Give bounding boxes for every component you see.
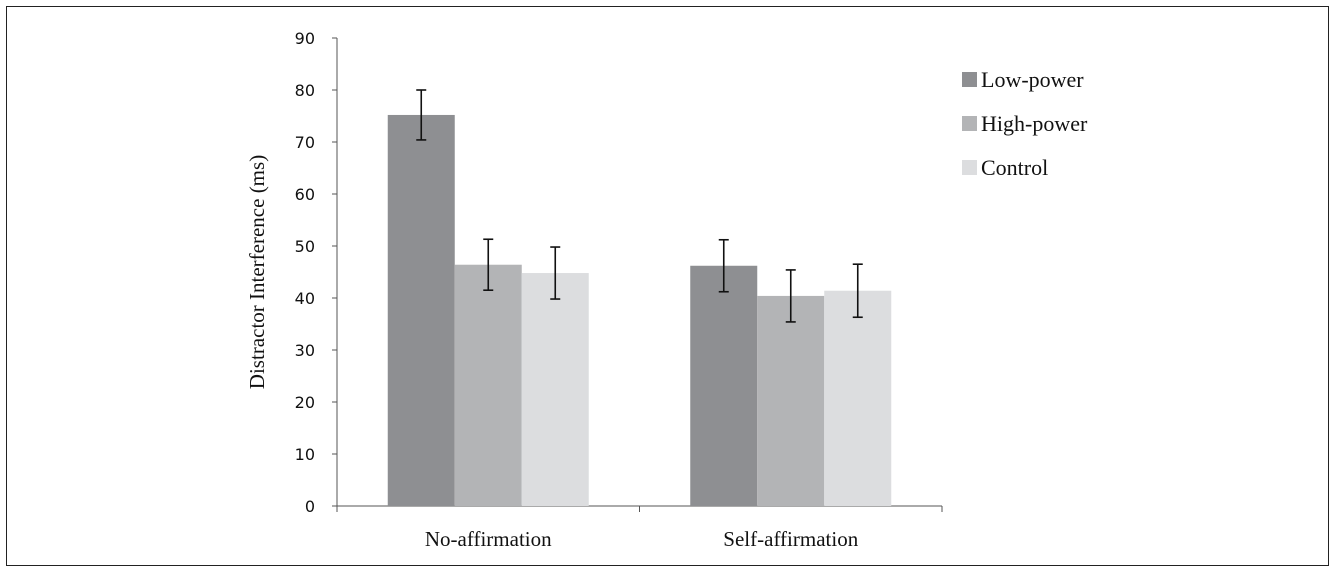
bar-low-power-2: [690, 265, 758, 506]
bar-high-power-1: [454, 264, 522, 506]
legend-swatch-high-power: [962, 116, 977, 131]
y-tick-label: 70: [295, 133, 315, 152]
legend-swatch-low-power: [962, 72, 977, 87]
bar-high-power-2: [757, 295, 825, 506]
y-tick-label: 50: [295, 237, 315, 256]
y-tick-label: 80: [295, 81, 315, 100]
bar-low-power-1: [387, 114, 455, 507]
y-tick-label: 10: [295, 445, 315, 464]
y-tick-label: 90: [295, 29, 315, 48]
y-tick-label: 30: [295, 341, 315, 360]
y-axis-label: Distractor Interference (ms): [245, 155, 269, 389]
error-bars: [416, 89, 863, 323]
legend-swatch-control: [962, 160, 977, 175]
y-tick-label: 20: [295, 393, 315, 412]
legend-label: Control: [981, 155, 1048, 180]
legend-label: Low-power: [981, 67, 1084, 92]
y-tick-label: 0: [305, 497, 315, 516]
bar-control-1: [521, 273, 589, 506]
legend: Low-power High-power Control: [962, 67, 1088, 180]
axis-labels: Distractor Interference (ms) No-affirmat…: [245, 155, 859, 551]
legend-label: High-power: [981, 111, 1088, 136]
x-category-label: No-affirmation: [425, 527, 552, 551]
x-category-label: Self-affirmation: [723, 527, 858, 551]
chart-frame: [6, 6, 1329, 566]
y-tick-label: 40: [295, 289, 315, 308]
bars: [387, 114, 892, 507]
bar-control-2: [824, 290, 892, 506]
y-tick-label: 60: [295, 185, 315, 204]
